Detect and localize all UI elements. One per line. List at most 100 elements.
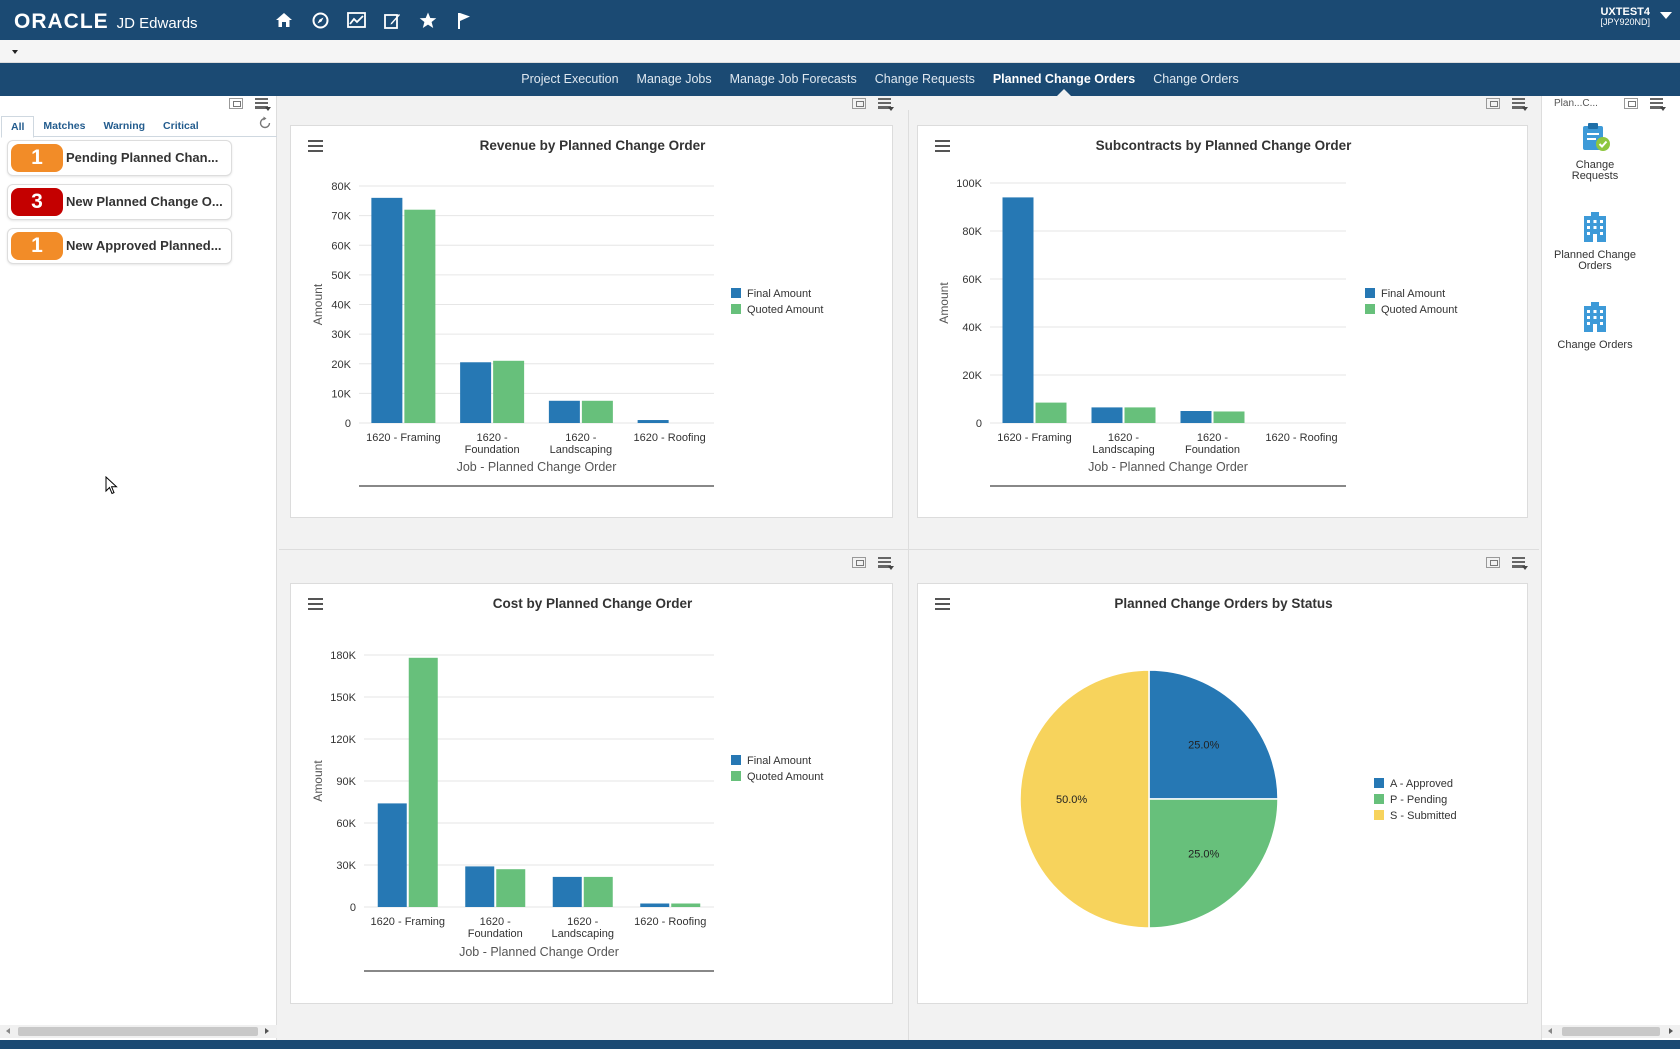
tile-label-line2: Orders: [1578, 260, 1612, 272]
x-axis-label: Job - Planned Change Order: [459, 945, 619, 959]
chart-menu-icon[interactable]: [308, 598, 323, 610]
pane-menu-icon[interactable]: [1512, 98, 1528, 111]
compass-icon[interactable]: [302, 9, 338, 31]
tile-label-line1: Change: [1575, 159, 1615, 171]
watchlist-tab-matches[interactable]: Matches: [43, 120, 86, 132]
user-environment: [JPY920ND]: [1600, 17, 1650, 27]
legend-label: S - Submitted: [1390, 810, 1457, 822]
y-tick-label: 100K: [956, 178, 982, 190]
chart-menu-icon[interactable]: [935, 598, 950, 610]
legend-swatch: [1374, 810, 1384, 820]
x-tick-label: 1620 -Landscaping: [1092, 432, 1154, 456]
chart-title: Planned Change Orders by Status: [1114, 596, 1333, 611]
bar-final-amount: [1002, 197, 1034, 423]
watchlist-horizontal-scrollbar[interactable]: [0, 1025, 277, 1038]
user-name: UXTEST4: [1600, 6, 1650, 18]
top-bar: ORACLE JD Edwards UXTEST4 [JPY920ND]: [0, 0, 1680, 40]
y-tick-label: 10K: [331, 388, 351, 400]
watchlist-filter-tabs: All Matches Warning Critical: [1, 116, 277, 138]
watchlist-item[interactable]: 1 New Approved Planned...: [7, 228, 232, 264]
legend-label: P - Pending: [1390, 794, 1447, 806]
tab-planned-change-orders[interactable]: Planned Change Orders: [993, 63, 1135, 96]
x-tick-label: 1620 - Roofing: [634, 916, 706, 928]
y-axis-label: Amount: [311, 283, 325, 325]
sub-bar: [0, 40, 1680, 63]
star-icon[interactable]: [410, 9, 446, 31]
legend-swatch: [1365, 304, 1375, 314]
maximize-icon[interactable]: [852, 98, 866, 109]
oracle-logo[interactable]: ORACLE JD Edwards: [14, 10, 198, 34]
subcontracts-chart-pane: Subcontracts by Planned Change Order 0 20…: [917, 125, 1528, 518]
maximize-icon[interactable]: [1486, 557, 1500, 568]
chart-icon[interactable]: [338, 9, 374, 31]
subcontracts-bar-chart: 0 20K 40K 60K 80K 100K Amount 1620 - Framing 162…: [937, 178, 1457, 487]
bar-final-amount: [640, 903, 670, 907]
watchlist-tab-critical[interactable]: Critical: [163, 120, 199, 132]
x-tick-label: 1620 -Landscaping: [550, 432, 612, 456]
scroll-left-icon[interactable]: [6, 1028, 10, 1034]
user-menu-caret-icon[interactable]: [1660, 12, 1672, 19]
pane-controls-2: [1486, 98, 1528, 111]
edit-icon[interactable]: [374, 9, 410, 31]
related-apps-horizontal-scrollbar[interactable]: [1542, 1025, 1680, 1038]
pane-controls-4: [1486, 557, 1528, 570]
maximize-icon[interactable]: [852, 557, 866, 568]
scrollbar-thumb[interactable]: [1562, 1027, 1660, 1036]
panel-menu-icon[interactable]: [1650, 98, 1666, 111]
bar-final-amount: [1180, 411, 1212, 423]
springboard-tabs: Project Execution Manage Jobs Manage Job F…: [0, 63, 1680, 96]
bottom-bar: [0, 1040, 1680, 1049]
scrollbar-thumb[interactable]: [18, 1027, 258, 1036]
change-orders-tile[interactable]: Change Orders: [1542, 300, 1648, 351]
bar-quoted-amount: [1213, 411, 1245, 423]
watchlist-item[interactable]: 1 Pending Planned Chan...: [7, 140, 232, 176]
tab-change-requests[interactable]: Change Requests: [874, 72, 975, 86]
legend-swatch: [1365, 288, 1375, 298]
change-requests-tile[interactable]: Change Requests: [1542, 120, 1648, 182]
watchlist-tab-warning[interactable]: Warning: [103, 120, 146, 132]
bar-quoted-amount: [1035, 402, 1067, 423]
chart-menu-icon[interactable]: [935, 140, 950, 152]
bar-quoted-amount: [1124, 407, 1156, 423]
panel-menu-icon[interactable]: [255, 98, 271, 111]
y-axis-label: Amount: [937, 282, 951, 324]
x-tick-label: 1620 -Foundation: [465, 432, 520, 456]
home-icon[interactable]: [266, 9, 302, 31]
user-menu[interactable]: UXTEST4 [JPY920ND]: [1600, 6, 1650, 28]
bar-final-amount: [465, 866, 495, 907]
tab-change-orders[interactable]: Change Orders: [1153, 72, 1239, 86]
y-tick-label: 0: [976, 418, 982, 430]
y-tick-label: 80K: [962, 226, 982, 238]
watchlist-count-badge: 3: [11, 188, 63, 216]
logo-oracle-text: ORACLE: [14, 10, 109, 33]
watchlist-item[interactable]: 3 New Planned Change O...: [7, 184, 232, 220]
tab-project-execution[interactable]: Project Execution: [521, 72, 619, 86]
chart-menu-icon[interactable]: [308, 140, 323, 152]
panel-controls: [1624, 98, 1666, 111]
watchlist-item-label: New Approved Planned...: [66, 238, 222, 253]
refresh-icon[interactable]: [258, 116, 272, 133]
pane-menu-icon[interactable]: [1512, 557, 1528, 570]
clipboard-icon: [1583, 123, 1610, 151]
legend-label: Quoted Amount: [747, 771, 823, 783]
watchlist-count-badge: 1: [11, 232, 63, 260]
pane-menu-icon[interactable]: [878, 557, 894, 570]
watchlist-tab-all[interactable]: All: [1, 116, 35, 138]
menu-caret-icon[interactable]: [12, 50, 18, 54]
tab-manage-job-forecasts[interactable]: Manage Job Forecasts: [729, 72, 857, 86]
maximize-icon[interactable]: [1624, 98, 1638, 109]
scroll-right-icon[interactable]: [265, 1028, 269, 1034]
bar-final-amount: [1091, 407, 1123, 423]
scroll-right-icon[interactable]: [1669, 1028, 1673, 1034]
pane-divider: [279, 549, 1539, 550]
maximize-icon[interactable]: [229, 98, 243, 109]
y-tick-label: 80K: [331, 181, 351, 193]
planned-change-orders-tile[interactable]: Planned Change Orders: [1542, 210, 1648, 272]
pane-menu-icon[interactable]: [878, 98, 894, 111]
revenue-bar-chart: 0 10K 20K 30K 40K 50K 60K 70K 80K Amount 1620 - Fr…: [311, 181, 823, 487]
scroll-left-icon[interactable]: [1548, 1028, 1552, 1034]
maximize-icon[interactable]: [1486, 98, 1500, 109]
related-apps-panel: Plan...C... Change Requests Planned: [1541, 96, 1680, 1040]
tab-manage-jobs[interactable]: Manage Jobs: [636, 72, 712, 86]
flag-icon[interactable]: [446, 9, 482, 31]
